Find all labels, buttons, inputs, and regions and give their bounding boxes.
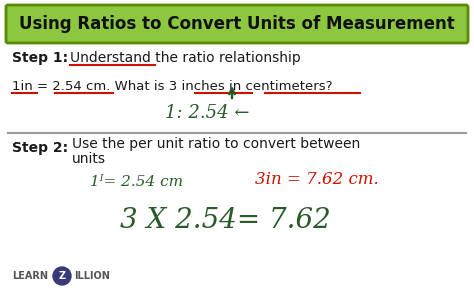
Text: LEARN: LEARN [12,271,48,281]
Text: Use the per unit ratio to convert between: Use the per unit ratio to convert betwee… [72,137,360,151]
Text: ILLION: ILLION [74,271,110,281]
Circle shape [53,267,71,285]
Text: 1in = 2.54 cm. What is 3 inches in centimeters?: 1in = 2.54 cm. What is 3 inches in centi… [12,80,332,92]
Text: Understand the ratio relationship: Understand the ratio relationship [70,51,301,65]
Text: Step 2:: Step 2: [12,141,68,155]
Text: units: units [72,152,106,166]
FancyBboxPatch shape [6,5,468,43]
Text: Z: Z [58,271,65,281]
Text: 1: 2.54 ←: 1: 2.54 ← [165,104,249,122]
Text: 1ᴵ= 2.54 cm: 1ᴵ= 2.54 cm [90,175,183,189]
Text: Step 1:: Step 1: [12,51,68,65]
Text: 3 X 2.54= 7.62: 3 X 2.54= 7.62 [120,207,331,234]
Text: Using Ratios to Convert Units of Measurement: Using Ratios to Convert Units of Measure… [19,15,455,33]
Text: 3in = 7.62 cm.: 3in = 7.62 cm. [255,171,379,189]
